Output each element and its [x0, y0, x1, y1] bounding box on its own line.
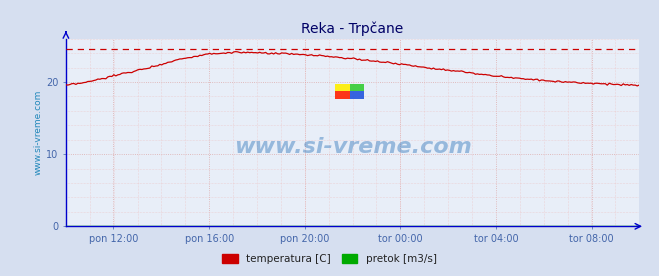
FancyBboxPatch shape — [350, 84, 364, 91]
FancyBboxPatch shape — [335, 84, 350, 91]
Legend: temperatura [C], pretok [m3/s]: temperatura [C], pretok [m3/s] — [218, 250, 441, 268]
FancyBboxPatch shape — [350, 91, 364, 99]
Y-axis label: www.si-vreme.com: www.si-vreme.com — [34, 90, 43, 175]
FancyBboxPatch shape — [335, 91, 350, 99]
Text: www.si-vreme.com: www.si-vreme.com — [234, 137, 471, 158]
Title: Reka - Trpčane: Reka - Trpčane — [301, 22, 404, 36]
